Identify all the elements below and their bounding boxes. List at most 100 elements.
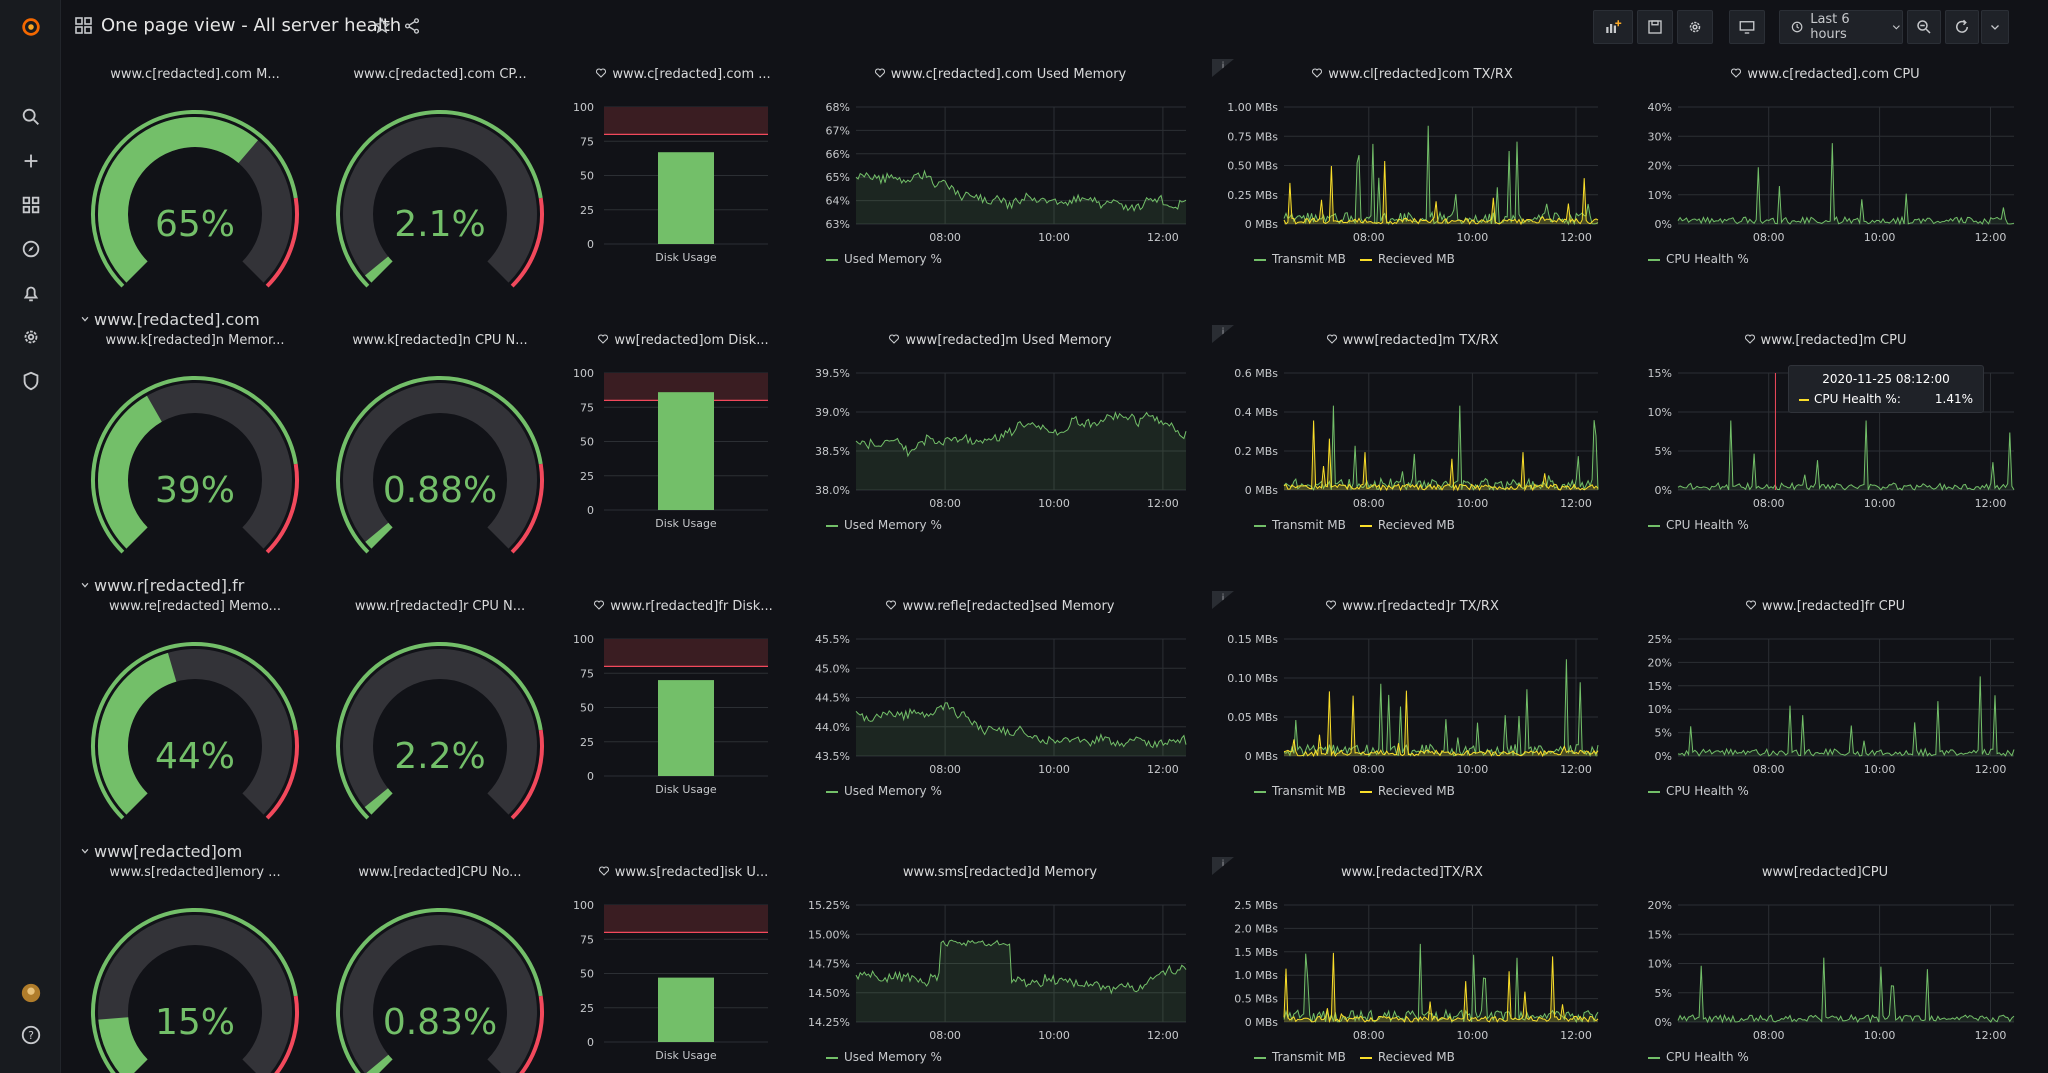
disk-usage-panel[interactable]: ww[redacted]om Disk... 100 75 50 25 0 Disk Usa… bbox=[568, 325, 798, 565]
cpu-health-panel[interactable]: www[redacted]CPU 20% 15% 10% 5% 0% 08:00 10:00 1… bbox=[1622, 857, 2028, 1073]
series-line-received[interactable] bbox=[1283, 690, 1599, 758]
used-memory-panel[interactable]: www.refle[redacted]sed Memory 45.5% 45.0% 4… bbox=[800, 591, 1200, 841]
series-line[interactable] bbox=[1677, 420, 2015, 491]
disk-usage-panel[interactable]: www.s[redacted]isk U... 100 75 50 25 0 Disk Us… bbox=[568, 857, 798, 1073]
cpu-health-panel[interactable]: www.[redacted]m CPU 15% 10% 5% 0% 08:00 10:00 1… bbox=[1622, 325, 2028, 575]
network-txrx-panel[interactable]: i www.r[redacted]r TX/RX 0.15 MBs 0.10 MBs 0… bbox=[1212, 591, 1612, 841]
dashboard-grid-icon[interactable] bbox=[75, 17, 93, 39]
zoom-out-button[interactable] bbox=[1907, 10, 1941, 44]
disk-usage-bar[interactable] bbox=[658, 392, 714, 510]
legend-item-transmit[interactable]: Transmit MB bbox=[1254, 1050, 1346, 1064]
series-line[interactable] bbox=[1677, 143, 2015, 226]
series-line[interactable] bbox=[855, 939, 1187, 995]
user-avatar-icon[interactable] bbox=[18, 980, 44, 1006]
plus-icon[interactable] bbox=[18, 148, 44, 174]
series-line-received[interactable] bbox=[1283, 952, 1599, 1024]
disk-usage-bar[interactable] bbox=[658, 977, 714, 1042]
panel-title[interactable]: ww[redacted]om Disk... bbox=[568, 333, 798, 355]
series-line[interactable] bbox=[855, 169, 1187, 212]
cpu-gauge-panel[interactable]: www.k[redacted]n CPU N... 0.88% bbox=[325, 325, 555, 565]
row-title[interactable]: www.[redacted].com bbox=[80, 310, 260, 329]
series-line[interactable] bbox=[1677, 676, 2015, 758]
tv-mode-button[interactable] bbox=[1729, 10, 1765, 44]
legend-item-received[interactable]: Recieved MB bbox=[1359, 784, 1455, 798]
alert-bell-icon[interactable] bbox=[18, 280, 44, 306]
disk-usage-panel[interactable]: www.c[redacted].com ... 100 75 50 25 0 Disk Us… bbox=[568, 59, 798, 299]
row-title[interactable]: www[redacted]om bbox=[80, 842, 242, 861]
panel-title[interactable]: www.r[redacted]r TX/RX bbox=[1212, 599, 1612, 621]
series-line[interactable] bbox=[855, 411, 1187, 458]
series-line-received[interactable] bbox=[1283, 420, 1599, 492]
search-icon[interactable] bbox=[18, 104, 44, 130]
legend-item[interactable]: Used Memory % bbox=[826, 1050, 942, 1064]
network-txrx-panel[interactable]: i www.[redacted]TX/RX 2.5 MBs 2.0 MBs 1.5 MB… bbox=[1212, 857, 1612, 1073]
help-icon[interactable]: ? bbox=[18, 1022, 44, 1048]
share-icon[interactable] bbox=[403, 17, 421, 39]
legend-item[interactable]: Used Memory % bbox=[826, 518, 942, 532]
disk-usage-bar[interactable] bbox=[658, 680, 714, 776]
legend-item-received[interactable]: Recieved MB bbox=[1359, 1050, 1455, 1064]
memory-gauge-panel[interactable]: www.re[redacted] Memo... 44% bbox=[80, 591, 310, 831]
panel-title[interactable]: www.c[redacted].com Used Memory bbox=[800, 67, 1200, 89]
cpu-health-panel[interactable]: www.[redacted]fr CPU 25% 20% 15% 10% 5% 0% 08:0… bbox=[1622, 591, 2028, 841]
used-memory-panel[interactable]: www.c[redacted].com Used Memory 68% 67% 66%… bbox=[800, 59, 1200, 309]
series-line[interactable] bbox=[855, 702, 1187, 749]
cpu-gauge-panel[interactable]: www.c[redacted].com CP... 2.1% bbox=[325, 59, 555, 299]
legend-item[interactable]: Used Memory % bbox=[826, 784, 942, 798]
cpu-health-panel[interactable]: www.c[redacted].com CPU 40% 30% 20% 10% 0% 08:… bbox=[1622, 59, 2028, 309]
legend-item[interactable]: CPU Health % bbox=[1648, 1050, 1749, 1064]
used-memory-panel[interactable]: www.sms[redacted]d Memory 15.25% 15.00% 14.… bbox=[800, 857, 1200, 1073]
refresh-interval-dropdown[interactable] bbox=[1981, 10, 2009, 44]
panel-title[interactable]: www.r[redacted]fr Disk... bbox=[568, 599, 798, 621]
series-line-received[interactable] bbox=[1283, 160, 1599, 226]
panel-title[interactable]: www.[redacted]fr CPU bbox=[1622, 599, 2028, 621]
memory-gauge-panel[interactable]: www.s[redacted]lemory ... 15% bbox=[80, 857, 310, 1073]
row-title[interactable]: www.r[redacted].fr bbox=[80, 576, 244, 595]
explore-icon[interactable] bbox=[18, 236, 44, 262]
refresh-button[interactable] bbox=[1945, 10, 1979, 44]
series-line[interactable] bbox=[1283, 943, 1599, 1024]
panel-title[interactable]: www.sms[redacted]d Memory bbox=[800, 865, 1200, 887]
cpu-gauge-panel[interactable]: www.r[redacted]r CPU N... 2.2% bbox=[325, 591, 555, 831]
disk-usage-bar[interactable] bbox=[658, 152, 714, 244]
panel-title[interactable]: www.[redacted]TX/RX bbox=[1212, 865, 1612, 887]
gear-icon[interactable] bbox=[18, 324, 44, 350]
dashboards-icon[interactable] bbox=[18, 192, 44, 218]
panel-title[interactable]: www.k[redacted]n CPU N... bbox=[352, 333, 528, 348]
legend-item-transmit[interactable]: Transmit MB bbox=[1254, 518, 1346, 532]
cpu-gauge-panel[interactable]: www.[redacted]CPU No... 0.83% bbox=[325, 857, 555, 1073]
panel-title[interactable]: www.[redacted]m CPU bbox=[1622, 333, 2028, 355]
page-title[interactable]: One page view - All server health bbox=[101, 15, 402, 36]
save-dashboard-button[interactable] bbox=[1637, 10, 1673, 44]
panel-title[interactable]: www.refle[redacted]sed Memory bbox=[800, 599, 1200, 621]
legend-item[interactable]: CPU Health % bbox=[1648, 252, 1749, 266]
memory-gauge-panel[interactable]: www.c[redacted].com M... 65% bbox=[80, 59, 310, 299]
panel-title[interactable]: www.r[redacted]r CPU N... bbox=[354, 599, 526, 614]
series-line[interactable] bbox=[1677, 957, 2015, 1024]
legend-item-transmit[interactable]: Transmit MB bbox=[1254, 784, 1346, 798]
series-line[interactable] bbox=[1283, 125, 1599, 226]
legend-item-received[interactable]: Recieved MB bbox=[1359, 518, 1455, 532]
grafana-logo-icon[interactable] bbox=[18, 14, 44, 40]
panel-title[interactable]: www.c[redacted].com CPU bbox=[1622, 67, 2028, 89]
legend-item[interactable]: Used Memory % bbox=[826, 252, 942, 266]
legend-item[interactable]: CPU Health % bbox=[1648, 784, 1749, 798]
panel-title[interactable]: www[redacted]m Used Memory bbox=[800, 333, 1200, 355]
star-icon[interactable] bbox=[373, 17, 391, 39]
panel-title[interactable]: www.k[redacted]n Memor... bbox=[105, 333, 285, 348]
add-panel-button[interactable] bbox=[1593, 10, 1633, 44]
panel-title[interactable]: www.c[redacted].com ... bbox=[568, 67, 798, 89]
dashboard-settings-button[interactable] bbox=[1677, 10, 1713, 44]
network-txrx-panel[interactable]: i www.cl[redacted]com TX/RX 1.00 MBs 0.75 M… bbox=[1212, 59, 1612, 309]
panel-title[interactable]: www.c[redacted].com CP... bbox=[353, 67, 527, 82]
network-txrx-panel[interactable]: i www[redacted]m TX/RX 0.6 MBs 0.4 MBs 0.2 M… bbox=[1212, 325, 1612, 575]
disk-usage-panel[interactable]: www.r[redacted]fr Disk... 100 75 50 25 0 Disk … bbox=[568, 591, 798, 831]
legend-item[interactable]: CPU Health % bbox=[1648, 518, 1749, 532]
panel-title[interactable]: www[redacted]m TX/RX bbox=[1212, 333, 1612, 355]
panel-title[interactable]: www.re[redacted] Memo... bbox=[109, 599, 281, 614]
panel-title[interactable]: www.s[redacted]isk U... bbox=[568, 865, 798, 887]
time-range-picker[interactable]: Last 6 hours bbox=[1779, 10, 1903, 44]
panel-title[interactable]: www.c[redacted].com M... bbox=[110, 67, 280, 82]
legend-item-transmit[interactable]: Transmit MB bbox=[1254, 252, 1346, 266]
memory-gauge-panel[interactable]: www.k[redacted]n Memor... 39% bbox=[80, 325, 310, 565]
